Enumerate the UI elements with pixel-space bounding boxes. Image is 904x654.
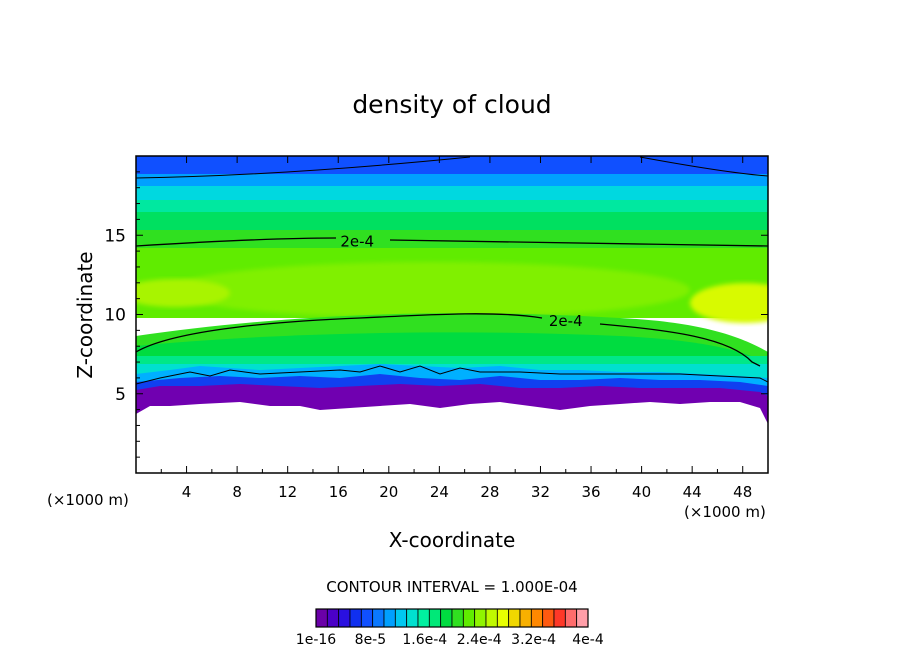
contour-labels: 2e-4 2e-4	[340, 233, 582, 330]
colorbar-swatch	[428, 608, 442, 628]
x-tick-label: 48	[733, 483, 752, 501]
colorbar-swatch	[576, 608, 589, 628]
colorbar-swatch	[451, 608, 464, 628]
colorbar-swatch	[530, 608, 544, 628]
y-tick-label: 15	[104, 226, 126, 246]
colorbar-tick-label: 2.4e-4	[457, 632, 502, 648]
colorbar-swatch	[372, 608, 385, 628]
colorbar-frame	[315, 608, 589, 628]
x-axis-unit-right: (×1000 m)	[684, 503, 766, 521]
colorbar-swatch	[564, 608, 578, 628]
colorbar-swatch	[349, 608, 362, 628]
x-axis-unit-left: (×1000 m)	[47, 491, 129, 509]
x-axis-ticks: 4 8 12 16 20 24 28 32 36 40 44 48	[160, 156, 752, 501]
y-axis-ticks: 5 10 15	[104, 171, 768, 458]
colorbar-tick-label: 4e-4	[572, 632, 604, 648]
y-tick-label: 5	[115, 385, 126, 405]
colorbar-labels: 1e-16 8e-5 1.6e-4 2.4e-4 3.2e-4 4e-4	[296, 632, 604, 648]
colorbar-swatch	[417, 608, 430, 628]
colorbar-swatch	[553, 608, 566, 628]
x-axis-label: X-coordinate	[389, 528, 516, 552]
x-tick-label: 20	[379, 483, 398, 501]
colorbar-swatch	[326, 608, 340, 628]
density-field	[136, 156, 768, 473]
contour-line-top	[136, 156, 768, 179]
colorbar-tick-label: 1e-16	[296, 632, 336, 648]
core-highlight-center	[170, 262, 690, 318]
contour-interval-text: CONTOUR INTERVAL = 1.000E-04	[326, 578, 577, 596]
colorbar-tick-label: 8e-5	[355, 632, 386, 648]
contour-line-cloud-base	[136, 365, 768, 385]
colorbar	[315, 608, 589, 628]
colorbar-tick-label: 3.2e-4	[511, 632, 556, 648]
x-tick-label: 40	[632, 483, 651, 501]
x-tick-label: 24	[430, 483, 449, 501]
x-tick-label: 44	[683, 483, 702, 501]
colorbar-swatch	[485, 608, 498, 628]
contour-line-2e-4-lower	[136, 313, 761, 367]
colorbar-swatch	[406, 608, 419, 628]
x-tick-label: 32	[531, 483, 550, 501]
colorbar-tick-label: 1.6e-4	[402, 632, 447, 648]
colorbar-swatch	[542, 608, 555, 628]
colorbar-swatch	[462, 608, 476, 628]
contour-line-2e-4-upper	[136, 237, 768, 247]
x-tick-label: 8	[232, 483, 242, 501]
cloud-free-region	[136, 402, 768, 473]
x-tick-label: 16	[329, 483, 348, 501]
colorbar-swatch	[474, 608, 487, 628]
chart-title: density of cloud	[352, 90, 551, 119]
colorbar-swatch	[394, 608, 408, 628]
colorbar-swatch	[519, 608, 532, 628]
x-tick-label: 36	[581, 483, 600, 501]
colorbar-swatch	[440, 608, 453, 628]
colorbar-swatch	[496, 608, 510, 628]
x-tick-label: 12	[278, 483, 297, 501]
colorbar-swatch	[360, 608, 374, 628]
colorbar-swatch	[508, 608, 521, 628]
colorbar-swatch	[383, 608, 396, 628]
x-tick-label: 28	[480, 483, 499, 501]
colorbar-swatch	[315, 608, 328, 628]
x-tick-label: 4	[182, 483, 192, 501]
core-highlight-right	[690, 283, 768, 323]
colorbar-swatch	[338, 608, 351, 628]
contour-label: 2e-4	[549, 312, 583, 330]
core-highlight-left	[136, 279, 230, 307]
contour-label: 2e-4	[340, 233, 374, 251]
y-axis-label: Z-coordinate	[73, 251, 97, 378]
y-tick-label: 10	[104, 306, 126, 326]
